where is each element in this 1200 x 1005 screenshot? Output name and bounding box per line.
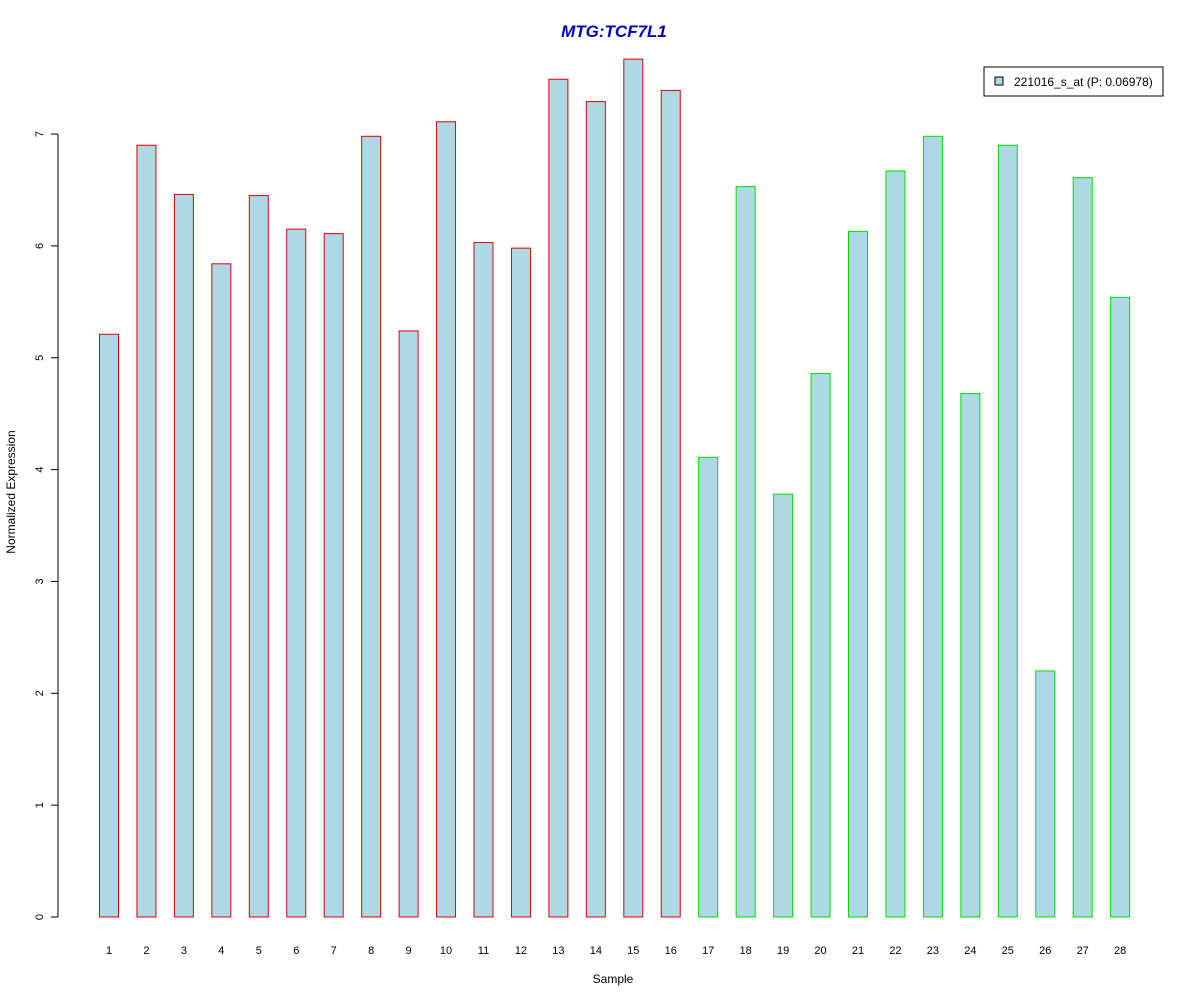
y-tick-label: 5 bbox=[34, 355, 46, 361]
x-tick-label: 8 bbox=[368, 945, 374, 957]
x-tick-label: 23 bbox=[927, 945, 939, 957]
x-tick-label: 14 bbox=[590, 945, 602, 957]
y-tick-label: 4 bbox=[34, 467, 46, 473]
legend-label: 221016_s_at (P: 0.06978) bbox=[1014, 75, 1153, 89]
y-tick-label: 6 bbox=[34, 243, 46, 249]
bar-sample-16 bbox=[660, 89, 681, 918]
bar-sample-14 bbox=[585, 101, 606, 918]
bar-sample-12 bbox=[510, 247, 531, 918]
y-tick-label: 2 bbox=[34, 690, 46, 696]
bar-sample-25 bbox=[997, 144, 1018, 918]
x-tick-label: 18 bbox=[740, 945, 752, 957]
x-tick-label: 13 bbox=[552, 945, 564, 957]
y-tick-label: 3 bbox=[34, 578, 46, 584]
bar-sample-8 bbox=[361, 135, 382, 918]
chart-title: MTG:TCF7L1 bbox=[561, 22, 667, 41]
x-tick-label: 5 bbox=[256, 945, 262, 957]
legend-box bbox=[983, 66, 1164, 97]
x-tick-label: 20 bbox=[814, 945, 826, 957]
y-tick-label: 7 bbox=[34, 131, 46, 137]
bar-sample-5 bbox=[248, 195, 269, 918]
x-tick-labels: 1 2 3 4 5 6 7 8 9 10 11 12 13 14 15 16 17 18 19 20 21 22 23 24 2… bbox=[106, 945, 1126, 957]
y-tick-label: 1 bbox=[34, 802, 46, 808]
x-tick-label: 7 bbox=[331, 945, 337, 957]
bar-sample-11 bbox=[473, 242, 494, 918]
bar-sample-18 bbox=[735, 186, 756, 918]
x-tick-label: 1 bbox=[106, 945, 112, 957]
bar-sample-24 bbox=[960, 393, 981, 918]
bar-sample-3 bbox=[173, 193, 194, 918]
y-axis-label: Normalized Expression bbox=[4, 430, 18, 553]
bar-sample-22 bbox=[885, 170, 906, 918]
bars-group bbox=[99, 58, 1131, 918]
bar-sample-4 bbox=[211, 263, 232, 918]
x-tick-label: 9 bbox=[406, 945, 412, 957]
bar-sample-2 bbox=[136, 144, 157, 918]
legend: 221016_s_at (P: 0.06978) bbox=[983, 66, 1164, 97]
bar-sample-13 bbox=[548, 78, 569, 918]
x-tick-label: 25 bbox=[1002, 945, 1014, 957]
x-tick-label: 10 bbox=[440, 945, 452, 957]
bar-sample-17 bbox=[698, 456, 719, 918]
bar-sample-19 bbox=[773, 493, 794, 918]
y-axis: 0 1 2 3 4 5 6 7 bbox=[34, 131, 59, 920]
x-tick-label: 11 bbox=[478, 945, 489, 957]
x-tick-label: 6 bbox=[293, 945, 299, 957]
x-axis-label: Sample bbox=[593, 972, 634, 986]
x-tick-label: 2 bbox=[143, 945, 149, 957]
x-tick-label: 4 bbox=[218, 945, 224, 957]
x-tick-label: 26 bbox=[1039, 945, 1051, 957]
bar-sample-15 bbox=[623, 58, 644, 918]
bar-sample-23 bbox=[922, 135, 943, 918]
bar-sample-20 bbox=[810, 372, 831, 918]
x-tick-label: 24 bbox=[964, 945, 976, 957]
x-tick-label: 16 bbox=[665, 945, 677, 957]
bar-sample-1 bbox=[99, 333, 119, 918]
bar-sample-7 bbox=[323, 233, 344, 918]
x-tick-label: 27 bbox=[1077, 945, 1089, 957]
x-tick-label: 12 bbox=[515, 945, 527, 957]
bar-sample-9 bbox=[398, 330, 419, 918]
bar-sample-28 bbox=[1110, 296, 1131, 918]
legend-swatch bbox=[994, 76, 1004, 86]
x-tick-label: 17 bbox=[702, 945, 714, 957]
x-tick-label: 28 bbox=[1114, 945, 1126, 957]
x-tick-label: 21 bbox=[852, 945, 864, 957]
x-tick-label: 3 bbox=[181, 945, 187, 957]
x-tick-label: 22 bbox=[889, 945, 901, 957]
bar-sample-27 bbox=[1072, 177, 1093, 918]
bar-sample-10 bbox=[436, 121, 457, 918]
x-tick-label: 19 bbox=[777, 945, 789, 957]
bar-sample-26 bbox=[1035, 670, 1056, 918]
bar-sample-21 bbox=[848, 230, 868, 918]
bar-sample-6 bbox=[286, 228, 307, 918]
y-tick-label: 0 bbox=[34, 914, 46, 920]
x-tick-label: 15 bbox=[627, 945, 639, 957]
